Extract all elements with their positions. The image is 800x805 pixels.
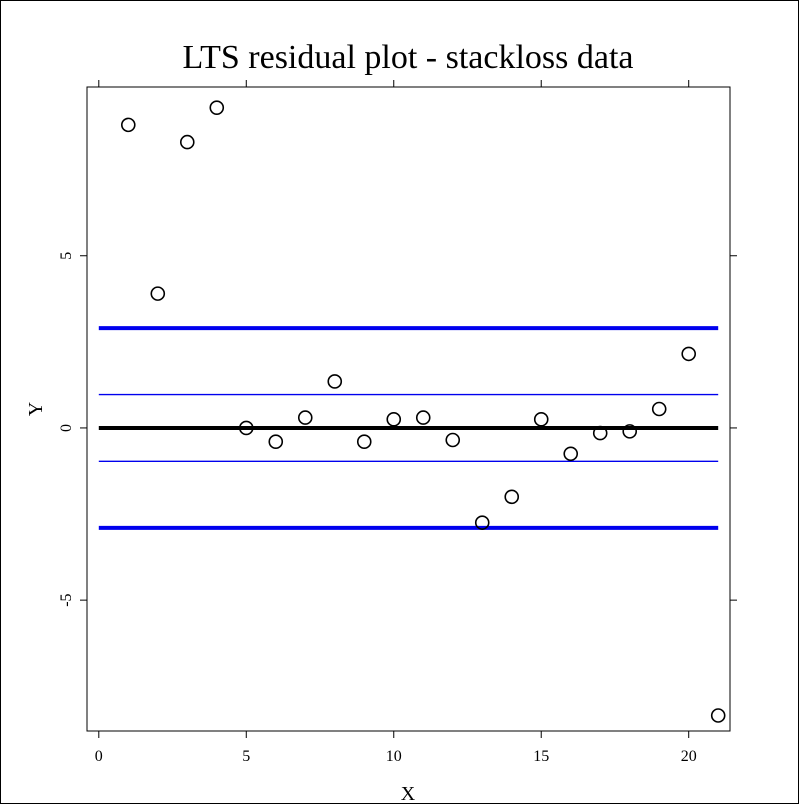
axis-ticks: 0 5 10 15 20 -5 0 5 — [58, 80, 737, 765]
data-point-1 — [120, 117, 136, 133]
chart-title: LTS residual plot - stackloss data — [182, 39, 633, 76]
y-tick-label-2: 5 — [58, 252, 75, 260]
data-point-16 — [563, 446, 579, 462]
data-point-20 — [681, 346, 697, 362]
x-tick-label-2: 10 — [386, 748, 402, 765]
data-point-4 — [209, 100, 225, 115]
x-tick-label-3: 15 — [533, 748, 549, 765]
y-axis-label: Y — [25, 402, 47, 416]
y-tick-label-1: 0 — [58, 424, 75, 432]
data-point-13 — [474, 515, 490, 530]
data-point-18 — [622, 424, 638, 439]
data-point-8 — [327, 374, 343, 389]
reference-lines — [98, 326, 719, 530]
data-point-10 — [386, 412, 402, 427]
x-axis-label: X — [401, 783, 416, 805]
data-point-15 — [533, 412, 549, 427]
data-point-2 — [150, 286, 166, 301]
x-tick-label-1: 5 — [242, 748, 250, 765]
data-point-3 — [179, 134, 195, 150]
data-point-14 — [504, 489, 520, 505]
data-point-19 — [651, 401, 667, 417]
data-point-9 — [356, 434, 372, 450]
data-point-12 — [445, 432, 461, 448]
data-point-21 — [710, 708, 726, 723]
data-point-11 — [415, 410, 431, 425]
y-tick-label-0: -5 — [58, 593, 75, 606]
x-tick-label-0: 0 — [95, 748, 103, 765]
x-tick-label-4: 20 — [681, 748, 697, 765]
data-points — [120, 100, 726, 723]
data-point-17 — [592, 425, 608, 441]
data-point-7 — [297, 410, 313, 425]
data-point-5 — [238, 420, 254, 436]
data-point-6 — [268, 434, 284, 450]
plot-area — [86, 86, 731, 732]
